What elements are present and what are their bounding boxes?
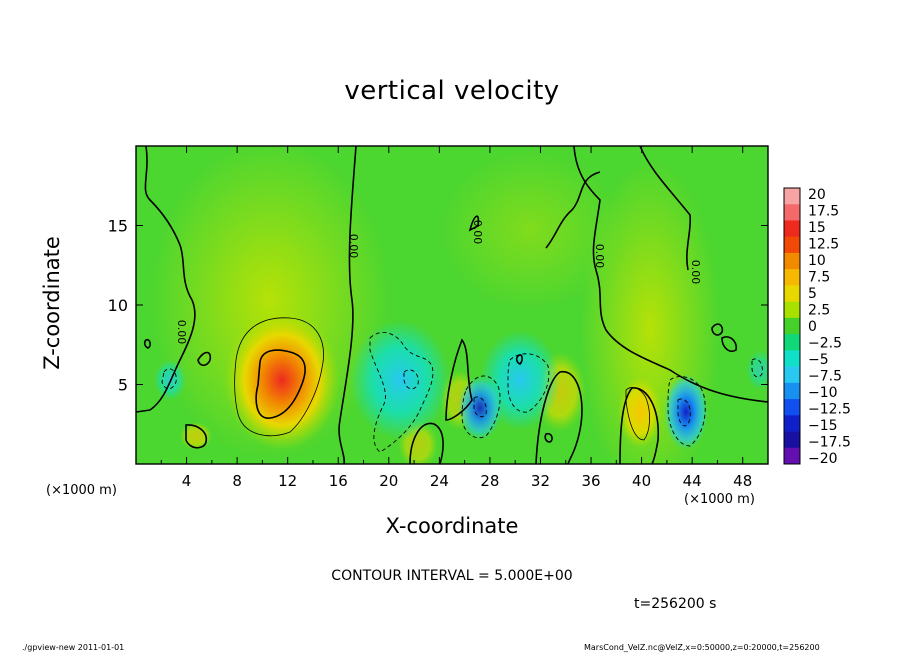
contour-lines-solid [136, 146, 768, 464]
colorbar-swatch [784, 382, 800, 400]
colorbar-swatch [784, 285, 800, 302]
colorbar-label: 10 [808, 253, 826, 269]
colorbar-label: 0 [808, 319, 817, 335]
x-axis-ticks: 4 8 12 16 20 24 28 32 36 40 44 48 [160, 146, 752, 490]
colorbar-swatch [784, 220, 800, 238]
x-tick-label: 20 [379, 472, 398, 490]
colorbar-swatch [784, 447, 800, 465]
contour-label: 0.00 [175, 320, 188, 345]
heatmap-field [136, 146, 768, 464]
colorbar-frame [783, 187, 801, 465]
y-tick-label: 10 [108, 296, 128, 315]
colorbar-label: 15 [808, 220, 826, 236]
colorbar-swatch [784, 431, 800, 449]
contour-labels: 0.00 0.00 0.00 0.00 0.00 [175, 220, 702, 345]
colorbar-swatch [784, 415, 800, 432]
x-tick-label: 16 [329, 472, 348, 490]
colorbar-swatch [784, 366, 800, 384]
colorbar-swatch [784, 317, 800, 335]
contour-label: 0.00 [593, 244, 606, 269]
x-tick-label: 36 [581, 472, 600, 490]
x-axis-label: X-coordinate [385, 514, 519, 538]
contour-interval-text: CONTOUR INTERVAL = 5.000E+00 [331, 568, 573, 584]
colorbar-label: 17.5 [808, 204, 839, 220]
colorbar-swatch [784, 252, 800, 270]
colorbar-label: −15 [808, 418, 838, 434]
y-axis-unit: (×1000 m) [46, 483, 117, 498]
contour-label: 0.00 [347, 234, 360, 259]
footer-left: ./gpview-new 2011-01-01 [22, 643, 125, 652]
colorbar-label: 20 [808, 187, 826, 203]
contour-label: 0.00 [689, 260, 702, 285]
y-axis-label: Z-coordinate [40, 236, 64, 370]
colorbar-label: 12.5 [808, 237, 839, 253]
colorbar-swatch [784, 204, 800, 221]
x-axis-unit: (×1000 m) [684, 492, 755, 507]
colorbar: 2017.51512.5107.552.50−2.5−5−7.5−10−12.5… [783, 187, 851, 467]
colorbar-label: 7.5 [808, 270, 830, 286]
colorbar-swatch [784, 236, 800, 254]
x-tick-label: 40 [632, 472, 651, 490]
colorbar-label: −12.5 [808, 402, 851, 418]
x-tick-label: 44 [683, 472, 702, 490]
colorbar-label: −7.5 [808, 369, 842, 385]
colorbar-swatch [784, 301, 800, 319]
time-stamp: t=256200 s [634, 596, 717, 612]
y-axis-ticks: 5 10 15 [108, 217, 768, 395]
colorbar-label: 5 [808, 286, 817, 302]
colorbar-label: 2.5 [808, 303, 830, 319]
colorbar-label: −5 [808, 352, 829, 368]
colorbar-swatch [784, 350, 800, 367]
contour-label: 0.00 [471, 220, 484, 245]
colorbar-label: −17.5 [808, 435, 851, 451]
colorbar-swatch [784, 188, 800, 205]
colorbar-label: −10 [808, 385, 838, 401]
x-tick-label: 24 [430, 472, 449, 490]
colorbar-label: −20 [808, 451, 838, 467]
x-tick-label: 4 [182, 472, 192, 490]
colorbar-swatch [784, 269, 800, 286]
x-tick-label: 28 [480, 472, 499, 490]
colorbar-swatch [784, 399, 800, 416]
contour-lines-dashed [161, 331, 763, 453]
x-tick-label: 8 [232, 472, 242, 490]
x-tick-label: 48 [733, 472, 752, 490]
colorbar-swatch [784, 334, 800, 351]
chart-title: vertical velocity [344, 76, 560, 106]
footer-right: MarsCond_VelZ.nc@VelZ,x=0:50000,z=0:2000… [584, 643, 820, 652]
colorbar-label: −2.5 [808, 336, 842, 352]
x-tick-label: 12 [278, 472, 297, 490]
x-tick-label: 32 [531, 472, 550, 490]
y-tick-label: 5 [118, 376, 128, 395]
y-tick-label: 15 [108, 217, 128, 236]
contour-lines-thin [234, 317, 650, 441]
